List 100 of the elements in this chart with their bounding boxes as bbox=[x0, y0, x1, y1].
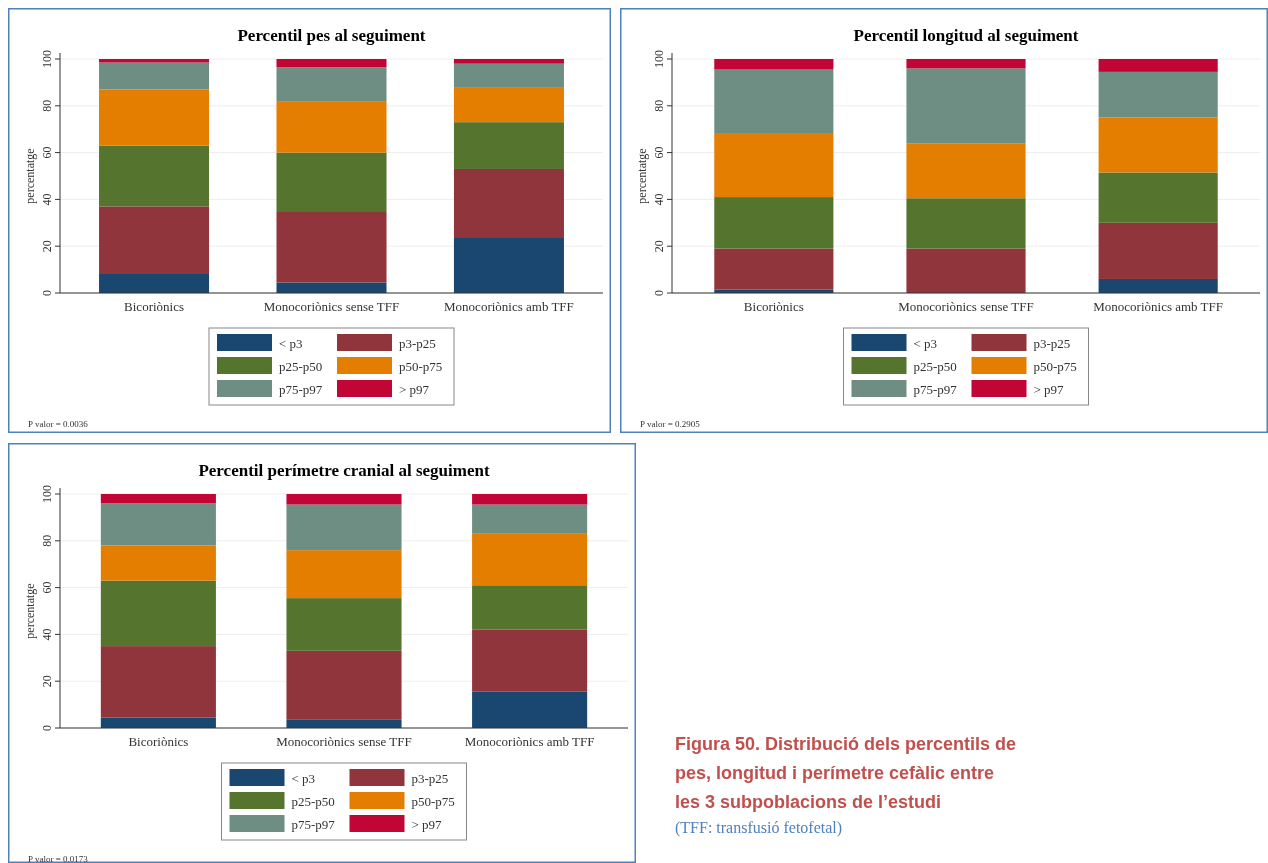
bar bbox=[276, 67, 387, 102]
x-tick-label: Monocoriònics sense TFF bbox=[263, 299, 400, 314]
bar bbox=[472, 494, 588, 505]
x-tick-label: Monocoriònics amb TFF bbox=[1093, 299, 1224, 314]
bar bbox=[276, 59, 387, 68]
bar bbox=[286, 494, 402, 505]
bar bbox=[714, 59, 834, 70]
bar bbox=[276, 282, 387, 293]
bar bbox=[100, 503, 216, 546]
bar bbox=[714, 133, 834, 198]
x-tick-label: Monocoriònics amb TFF bbox=[464, 734, 595, 749]
legend-label: p25-p50 bbox=[913, 359, 957, 374]
bar bbox=[99, 206, 210, 274]
legend-label: p75-p97 bbox=[913, 382, 958, 397]
bar bbox=[453, 238, 564, 293]
x-tick-label: Bicoriònics bbox=[743, 299, 804, 314]
y-tick-label: 0 bbox=[652, 290, 666, 296]
bar bbox=[100, 717, 216, 728]
bar bbox=[99, 62, 210, 90]
text: (TFF: transfusió fetofetal) bbox=[675, 819, 843, 837]
text: P valor = 0.0036 bbox=[28, 419, 89, 429]
bar bbox=[714, 197, 834, 249]
bar bbox=[472, 504, 588, 534]
bar bbox=[453, 63, 564, 88]
bar bbox=[453, 59, 564, 64]
bar bbox=[286, 504, 402, 551]
bar bbox=[472, 691, 588, 728]
legend-label: p75-p97 bbox=[291, 817, 336, 832]
legend-label: p3-p25 bbox=[411, 771, 449, 786]
bar bbox=[472, 629, 588, 692]
bar bbox=[100, 494, 216, 504]
y-axis-title: percentatge bbox=[635, 148, 649, 204]
y-tick-label: 60 bbox=[40, 146, 54, 159]
x-tick-label: Monocoriònics sense TFF bbox=[898, 299, 1034, 314]
bar bbox=[906, 198, 1026, 249]
bar bbox=[714, 248, 834, 290]
bar bbox=[906, 68, 1026, 144]
y-tick-label: 40 bbox=[40, 193, 54, 206]
bar bbox=[99, 59, 210, 63]
bar bbox=[99, 89, 210, 146]
y-tick-label: 40 bbox=[40, 628, 54, 641]
x-tick-label: Bicoriònics bbox=[124, 299, 185, 314]
bar bbox=[276, 101, 387, 153]
x-tick-label: Bicoriònics bbox=[128, 734, 189, 749]
bar bbox=[906, 59, 1026, 69]
text: P valor = 0.2905 bbox=[640, 419, 701, 429]
legend-label: > p97 bbox=[399, 382, 430, 397]
bar bbox=[453, 168, 564, 239]
legend-label: p50-p75 bbox=[411, 794, 455, 809]
bar bbox=[1098, 172, 1218, 223]
bar bbox=[714, 69, 834, 134]
y-tick-label: 40 bbox=[652, 193, 666, 206]
y-tick-label: 60 bbox=[40, 581, 54, 594]
y-tick-label: 100 bbox=[652, 50, 666, 68]
bar bbox=[453, 122, 564, 169]
bar bbox=[99, 145, 210, 207]
bar bbox=[1098, 278, 1218, 293]
bar bbox=[286, 550, 402, 599]
y-tick-label: 100 bbox=[40, 50, 54, 68]
bar bbox=[100, 545, 216, 581]
legend-label: > p97 bbox=[1033, 382, 1065, 397]
legend-label: p3-p25 bbox=[399, 336, 436, 351]
legend-label: p3-p25 bbox=[1033, 336, 1071, 351]
bar bbox=[286, 598, 402, 651]
legend-label: p75-p97 bbox=[279, 382, 323, 397]
y-tick-label: 0 bbox=[40, 290, 54, 296]
bar bbox=[99, 273, 210, 293]
legend-label: > p97 bbox=[411, 817, 443, 832]
y-tick-label: 20 bbox=[40, 675, 54, 688]
bar bbox=[1098, 59, 1218, 72]
bar bbox=[906, 248, 1026, 293]
text: Figura 50. Distribució dels percentils de pes, longitud i perímetre cefàlic entre les 3 subpoblacions de l’estudi bbox=[675, 734, 1017, 812]
legend-label: p50-p75 bbox=[1033, 359, 1077, 374]
bar bbox=[100, 646, 216, 718]
y-tick-label: 80 bbox=[40, 534, 54, 547]
y-tick-label: 0 bbox=[40, 725, 54, 731]
y-axis-title: percentatge bbox=[23, 583, 37, 639]
legend-label: p25-p50 bbox=[279, 359, 323, 374]
x-tick-label: Monocoriònics sense TFF bbox=[276, 734, 412, 749]
legend-label: < p3 bbox=[913, 336, 938, 351]
chart-title: Percentil perímetre cranial al seguiment bbox=[198, 461, 490, 480]
bar bbox=[472, 585, 588, 630]
bar bbox=[472, 533, 588, 586]
chart-title: Percentil longitud al seguiment bbox=[853, 26, 1079, 45]
bar bbox=[276, 152, 387, 212]
bar bbox=[276, 211, 387, 283]
y-tick-label: 20 bbox=[652, 240, 666, 253]
y-axis-title: percentatge bbox=[23, 148, 37, 204]
legend-label: < p3 bbox=[279, 336, 303, 351]
legend-label: < p3 bbox=[291, 771, 316, 786]
y-tick-label: 80 bbox=[40, 99, 54, 112]
bar bbox=[1098, 117, 1218, 173]
bar bbox=[1098, 71, 1218, 118]
bar bbox=[286, 650, 402, 720]
x-tick-label: Monocoriònics amb TFF bbox=[444, 299, 574, 314]
text: P valor = 0.0173 bbox=[28, 854, 89, 863]
chart-title: Percentil pes al seguiment bbox=[237, 26, 426, 45]
bar bbox=[1098, 222, 1218, 279]
y-tick-label: 80 bbox=[652, 99, 666, 112]
y-tick-label: 100 bbox=[40, 485, 54, 503]
